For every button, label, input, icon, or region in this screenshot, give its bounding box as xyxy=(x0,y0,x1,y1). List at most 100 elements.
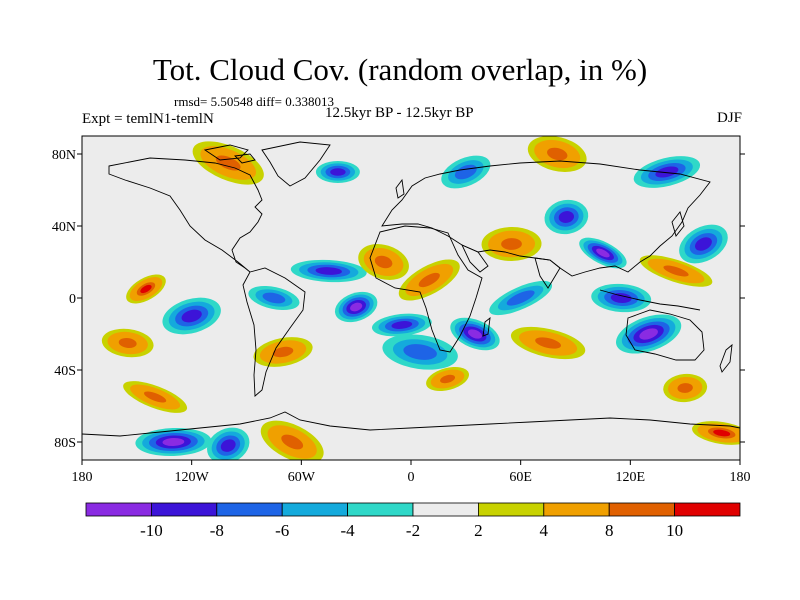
coastline-greenland xyxy=(261,141,331,187)
anomaly-cell xyxy=(253,337,313,367)
contour-band xyxy=(663,265,689,277)
coastline-uk xyxy=(395,178,405,199)
coastline-india xyxy=(534,257,561,289)
coastline-japan xyxy=(671,211,685,237)
lon-tick-label: 120W xyxy=(175,470,210,485)
contour-band xyxy=(162,437,185,447)
rmsd-diff-stats: rmsd= 5.50548 diff= 0.338013 xyxy=(174,94,334,109)
anomaly-cell xyxy=(544,199,589,235)
anomaly-cell xyxy=(639,255,713,287)
lat-tick-label: 40N xyxy=(52,220,76,235)
lat-tick-label: 80N xyxy=(52,148,76,163)
contour-band xyxy=(501,238,522,250)
lon-tick-label: 60E xyxy=(509,470,532,485)
anomaly-cell xyxy=(663,373,708,403)
colorbar-swatch xyxy=(150,502,218,517)
colorbar-swatch xyxy=(674,502,741,517)
anomaly-cell xyxy=(101,328,154,358)
colorbar-label: -2 xyxy=(406,521,420,540)
colorbar-label: 8 xyxy=(605,521,614,540)
coastline-new-zealand xyxy=(719,343,733,373)
contour-band xyxy=(677,383,693,393)
anomaly-cell xyxy=(372,313,432,337)
contour-band xyxy=(281,434,304,450)
contour-band xyxy=(315,267,342,275)
contour-band xyxy=(655,166,679,178)
colorbar-swatch xyxy=(477,502,545,517)
colorbar-swatch xyxy=(85,502,152,517)
colorbar-swatch xyxy=(347,502,414,517)
season-label: DJF xyxy=(716,110,742,126)
lon-tick-label: 120E xyxy=(616,470,646,485)
anomaly-cell xyxy=(248,285,300,311)
contour-band xyxy=(596,248,610,258)
lat-tick-label: 40S xyxy=(54,364,76,379)
anomaly-cell xyxy=(162,297,221,335)
contour-band xyxy=(440,374,456,384)
colorbar-swatch xyxy=(281,502,349,517)
contour-band xyxy=(547,147,568,161)
contour-band xyxy=(330,168,346,176)
colorbar-label: 2 xyxy=(474,521,483,540)
coastline-eurasia xyxy=(381,160,711,277)
anomaly-cell xyxy=(441,155,491,189)
colorbar-swatch xyxy=(216,502,283,517)
plot-title: Tot. Cloud Cov. (random overlap, in %) xyxy=(152,52,648,87)
colorbar-label: -4 xyxy=(341,521,356,540)
anomaly-cell xyxy=(260,420,324,460)
anomaly-cell xyxy=(615,314,682,354)
contour-band xyxy=(118,338,137,348)
contour-band xyxy=(144,391,167,403)
anomaly-cell xyxy=(481,226,542,262)
colorbar-label: -8 xyxy=(210,521,224,540)
coastline-arctic-islands xyxy=(203,144,256,164)
contour-band xyxy=(558,211,575,223)
coastline-madagascar xyxy=(482,316,491,337)
contour-band xyxy=(272,346,294,358)
contour-band xyxy=(181,309,202,323)
anomaly-cell xyxy=(382,334,458,370)
contour-band xyxy=(350,302,363,312)
coastline-south-america xyxy=(242,267,306,397)
anomaly-cell xyxy=(123,381,188,413)
colorbar-label: 10 xyxy=(666,521,683,540)
coastline-north-america xyxy=(108,157,263,273)
contour-band xyxy=(418,272,440,288)
colorbar-swatch xyxy=(608,502,676,517)
coastline-africa xyxy=(369,225,483,353)
colorbar-label: -10 xyxy=(140,521,163,540)
contour-band xyxy=(610,293,632,303)
anomaly-cell xyxy=(489,280,553,316)
anomaly-cell xyxy=(426,366,469,392)
anomaly-cell xyxy=(679,224,728,264)
lon-tick-label: 180 xyxy=(72,470,93,485)
anomaly-cell xyxy=(398,259,460,301)
anomaly-cell xyxy=(334,291,378,323)
anomaly-cell xyxy=(290,259,367,283)
contour-band xyxy=(374,255,393,269)
experiment-label: Expt = temlN1-temlN xyxy=(82,111,214,127)
contour-band xyxy=(535,337,561,349)
contour-band xyxy=(220,439,236,452)
contour-band xyxy=(713,429,731,437)
colorbar: -10 -8 -6 -4 -2 2 4 8 10 xyxy=(85,502,741,540)
colorbar-swatch xyxy=(412,502,479,517)
contour-band xyxy=(639,328,658,340)
coastline-arabia xyxy=(461,244,489,273)
lon-tick-label: 0 xyxy=(408,470,415,485)
axis-ticks: 80N 40N 0 40S 80S 180 120W 60W 0 60E 120E 180 xyxy=(52,148,751,485)
period-label: 12.5kyr BP - 12.5kyr BP xyxy=(325,105,474,121)
anomaly-cell xyxy=(135,427,212,457)
anomaly-cell xyxy=(579,237,627,269)
anomaly-cell xyxy=(527,136,587,173)
anomaly-cell xyxy=(633,156,701,188)
anomaly-cell xyxy=(315,161,360,183)
difference-field xyxy=(101,136,740,460)
contour-band xyxy=(140,284,152,294)
contour-band xyxy=(403,344,437,360)
coastlines xyxy=(82,141,740,437)
anomaly-cell xyxy=(591,283,652,313)
contour-band xyxy=(262,292,286,304)
contour-band xyxy=(391,321,413,329)
